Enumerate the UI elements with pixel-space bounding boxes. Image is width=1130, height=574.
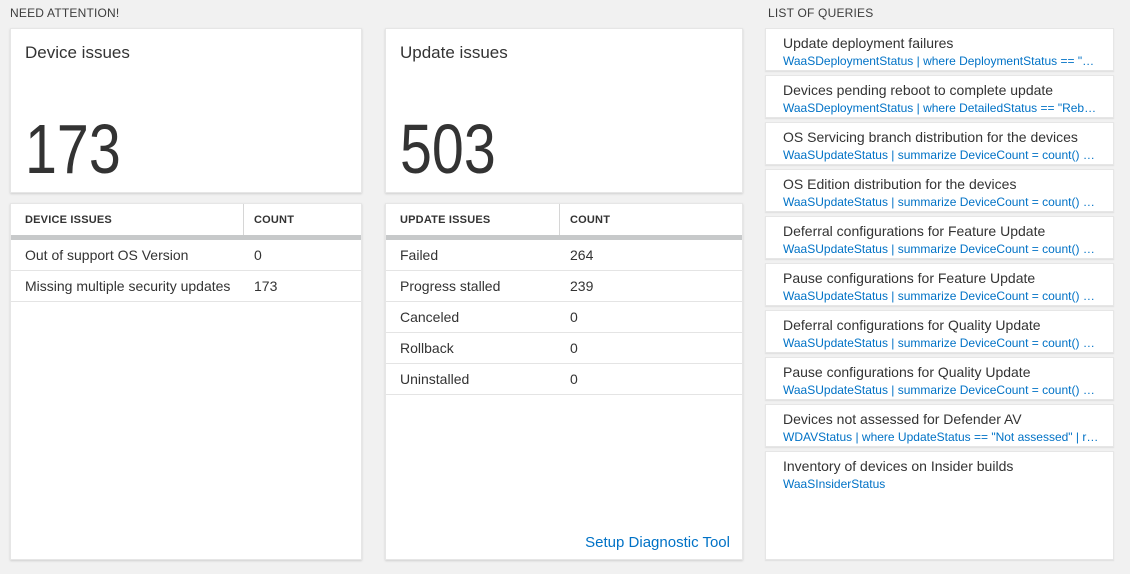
issue-name-cell: Canceled [400,309,460,325]
query-list-item[interactable]: OS Servicing branch distribution for the… [765,122,1114,165]
device-issues-card-title: Device issues [25,43,130,62]
query-list-item[interactable]: Deferral configurations for Quality Upda… [765,310,1114,353]
issue-name-cell: Out of support OS Version [25,247,189,263]
query-title: Devices pending reboot to complete updat… [783,82,1054,98]
issue-count-cell: 0 [254,247,262,263]
query-title: OS Servicing branch distribution for the… [783,129,1078,145]
issue-name-cell: Progress stalled [400,278,501,294]
update-issue-table-row[interactable]: Uninstalled 0 [386,364,742,395]
query-text: WaaSDeploymentStatus | where DetailedSta… [783,101,1099,115]
query-title: Pause configurations for Quality Update [783,364,1031,380]
query-title: Update deployment failures [783,35,954,51]
query-title: OS Edition distribution for the devices [783,176,1017,192]
update-issues-stat-card[interactable]: Update issues 503 [385,28,743,193]
queries-list-panel: Update deployment failures WaaSDeploymen… [765,28,1114,560]
device-issues-table-header: DEVICE ISSUES COUNT [11,204,361,235]
query-title: Deferral configurations for Quality Upda… [783,317,1041,333]
issue-count-cell: 239 [570,278,594,294]
update-issues-column-header: UPDATE ISSUES [386,204,560,235]
query-text: WaaSUpdateStatus | summarize DeviceCount… [783,148,1099,162]
query-text: WaaSUpdateStatus | summarize DeviceCount… [783,383,1099,397]
issue-name-cell: Rollback [400,340,454,356]
issue-count-cell: 173 [254,278,278,294]
count-column-header: COUNT [254,213,295,226]
section-header-need-attention: NEED ATTENTION! [10,6,120,20]
table-header-divider [386,235,742,240]
device-issues-stat-card[interactable]: Device issues 173 [10,28,362,193]
query-list-item[interactable]: Inventory of devices on Insider builds W… [765,451,1114,560]
query-text: WaaSUpdateStatus | summarize DeviceCount… [783,289,1099,303]
update-issue-table-row[interactable]: Progress stalled 239 [386,271,742,302]
query-title: Deferral configurations for Feature Upda… [783,223,1046,239]
query-list-item[interactable]: OS Edition distribution for the devices … [765,169,1114,212]
query-text: WaaSInsiderStatus [783,477,886,491]
query-text: WaaSDeploymentStatus | where DeploymentS… [783,54,1099,68]
issue-count-cell: 264 [570,247,594,263]
update-issues-table-header: UPDATE ISSUES COUNT [386,204,742,235]
query-list-item[interactable]: Pause configurations for Quality Update … [765,357,1114,400]
query-text: WaaSUpdateStatus | summarize DeviceCount… [783,242,1099,256]
issue-count-cell: 0 [570,340,578,356]
query-list-item[interactable]: Devices not assessed for Defender AV WDA… [765,404,1114,447]
section-header-list-of-queries: LIST OF QUERIES [768,6,874,20]
update-issue-table-row[interactable]: Failed 264 [386,240,742,271]
device-issue-table-row[interactable]: Out of support OS Version 0 [11,240,361,271]
query-title: Inventory of devices on Insider builds [783,458,1014,474]
update-issues-table-body: Failed 264 Progress stalled 239 Canceled… [386,240,742,395]
device-issues-column: Device issues 173 DEVICE ISSUES COUNT Ou… [10,28,362,560]
count-column-header: COUNT [570,213,611,226]
update-issue-table-row[interactable]: Rollback 0 [386,333,742,364]
query-title: Pause configurations for Feature Update [783,270,1036,286]
update-issues-total-count: 503 [400,110,496,188]
issue-name-cell: Uninstalled [400,371,470,387]
issue-name-cell: Failed [400,247,439,263]
update-issues-column: Update issues 503 UPDATE ISSUES COUNT Fa… [385,28,743,560]
table-header-divider [11,235,361,240]
setup-diagnostic-tool-link[interactable]: Setup Diagnostic Tool [585,534,730,551]
query-text: WaaSUpdateStatus | summarize DeviceCount… [783,336,1099,350]
issue-count-cell: 0 [570,309,578,325]
query-text: WaaSUpdateStatus | summarize DeviceCount… [783,195,1099,209]
query-list-item[interactable]: Update deployment failures WaaSDeploymen… [765,28,1114,71]
device-issues-total-count: 173 [25,110,121,188]
update-issue-table-row[interactable]: Canceled 0 [386,302,742,333]
query-list-item[interactable]: Devices pending reboot to complete updat… [765,75,1114,118]
update-issues-table-card: UPDATE ISSUES COUNT Failed 264 Progress … [385,203,743,560]
device-issues-table-card: DEVICE ISSUES COUNT Out of support OS Ve… [10,203,362,560]
update-issues-card-title: Update issues [400,43,508,62]
query-list-item[interactable]: Pause configurations for Feature Update … [765,263,1114,306]
device-issues-column-header: DEVICE ISSUES [11,204,244,235]
query-title: Devices not assessed for Defender AV [783,411,1022,427]
query-list-item[interactable]: Deferral configurations for Feature Upda… [765,216,1114,259]
issue-name-cell: Missing multiple security updates [25,278,231,294]
device-issue-table-row[interactable]: Missing multiple security updates 173 [11,271,361,302]
device-issues-table-body: Out of support OS Version 0 Missing mult… [11,240,361,302]
query-text: WDAVStatus | where UpdateStatus == "Not … [783,430,1099,444]
issue-count-cell: 0 [570,371,578,387]
